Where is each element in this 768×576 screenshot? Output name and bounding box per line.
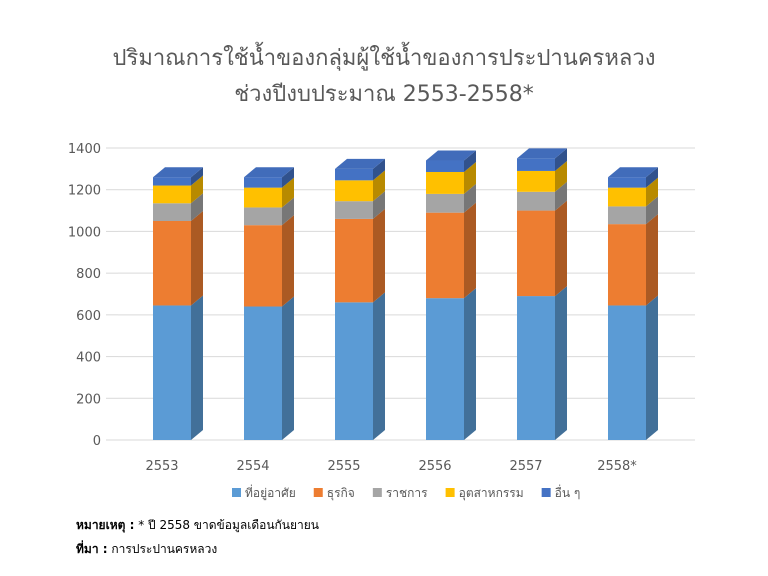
- bar-segment: [335, 180, 373, 202]
- y-tick-label: 1000: [68, 225, 101, 240]
- bar-segment: [335, 302, 373, 440]
- bar-segment: [244, 187, 282, 208]
- x-tick-label: 2558*: [597, 459, 637, 474]
- bar-segment: [608, 187, 646, 207]
- bar-segment-side: [464, 150, 476, 172]
- y-tick-label: 600: [76, 309, 101, 324]
- x-tick-label: 2553: [145, 459, 178, 474]
- legend-swatch: [445, 488, 455, 497]
- bar-segment-side: [555, 286, 567, 440]
- bar-segment: [153, 177, 191, 186]
- bar-segment-side: [646, 167, 658, 188]
- bar-segment-side: [464, 161, 476, 194]
- bar-segment-side: [646, 295, 658, 440]
- y-tick-label: 800: [76, 267, 101, 282]
- y-tick-label: 1400: [68, 142, 101, 157]
- bar-segment-side: [646, 214, 658, 306]
- legend-swatch: [313, 488, 323, 497]
- bar-segment: [153, 203, 191, 221]
- bar-top: [426, 150, 476, 161]
- source-note: ที่มา : การประปานครหลวง: [76, 540, 217, 559]
- bar-segment-side: [646, 196, 658, 225]
- y-tick-label: 1200: [68, 184, 101, 199]
- legend-swatch: [372, 488, 382, 497]
- legend-swatch: [232, 488, 241, 497]
- bar-top: [335, 158, 385, 169]
- bar-segment: [335, 201, 373, 219]
- legend-label: ราชการ: [386, 486, 428, 500]
- bar-segment-side: [282, 215, 294, 307]
- footnote-text: * ปี 2558 ขาดข้อมูลเดือนกันยายน: [138, 518, 319, 532]
- bar-segment: [335, 168, 373, 181]
- bar-segment: [608, 224, 646, 306]
- legend-label: ที่อยู่อาศัย: [245, 484, 296, 501]
- x-tick-label: 2554: [236, 459, 269, 474]
- bar-segment-side: [191, 211, 203, 306]
- bar-segment-side: [373, 191, 385, 219]
- bar-segment: [244, 177, 282, 188]
- bar-segment-side: [373, 292, 385, 440]
- y-tick-label: 400: [76, 351, 101, 366]
- bar-segment: [426, 171, 464, 194]
- bar-segment: [426, 160, 464, 172]
- bar-segment-side: [555, 181, 567, 211]
- bar-segment: [426, 298, 464, 440]
- source-label: ที่มา :: [76, 542, 108, 556]
- bar-segment: [517, 191, 555, 211]
- bar-segment-side: [464, 202, 476, 299]
- bar-segment: [335, 218, 373, 303]
- bar-top: [153, 167, 203, 178]
- bar-segment: [608, 177, 646, 188]
- bar-segment-side: [373, 158, 385, 181]
- bar-segment-side: [191, 167, 203, 186]
- bar-segment-side: [373, 208, 385, 303]
- x-tick-label: 2557: [509, 459, 542, 474]
- bar-segment: [244, 225, 282, 307]
- bar-segment: [153, 185, 191, 204]
- bar-segment: [244, 306, 282, 440]
- bar-top: [244, 167, 294, 178]
- bar-segment-side: [282, 197, 294, 226]
- bar-segment-side: [464, 183, 476, 213]
- bar-segment: [244, 207, 282, 226]
- bar-segment: [426, 193, 464, 213]
- bar-segment-side: [191, 175, 203, 204]
- bar-segment-side: [282, 296, 294, 440]
- bar-segment-side: [555, 160, 567, 192]
- bar-segment: [153, 305, 191, 440]
- chart-title-line-2: ช่วงปีงบประมาณ 2553-2558*: [234, 82, 534, 107]
- footnote: หมายเหตุ : * ปี 2558 ขาดข้อมูลเดือนกันยา…: [76, 516, 319, 535]
- bar-segment-side: [282, 167, 294, 188]
- bar-segment: [517, 158, 555, 171]
- bar-segment: [517, 170, 555, 192]
- bar-segment: [608, 305, 646, 440]
- bar-segment-side: [464, 288, 476, 440]
- bar-segment-side: [373, 170, 385, 202]
- x-tick-label: 2555: [327, 459, 360, 474]
- bar-segment: [517, 296, 555, 440]
- source-text: การประปานครหลวง: [111, 542, 218, 556]
- bar-segment: [426, 212, 464, 299]
- bar-segment-side: [646, 177, 658, 207]
- bar-segment: [608, 206, 646, 225]
- legend-swatch: [541, 488, 551, 497]
- bar-segment: [517, 210, 555, 297]
- footnote-label: หมายเหตุ :: [76, 518, 135, 532]
- bar-segment-side: [555, 148, 567, 171]
- chart-title-line-1: ปริมาณการใช้น้ำของกลุ่มผู้ใช้น้ำของการปร…: [112, 46, 656, 71]
- bar-segment-side: [282, 177, 294, 208]
- bar-segment-side: [191, 295, 203, 440]
- y-tick-label: 0: [93, 434, 101, 449]
- bar-top: [517, 148, 567, 159]
- x-tick-label: 2556: [418, 459, 451, 474]
- legend-label: อื่น ๆ: [555, 484, 581, 500]
- bar-top: [608, 167, 658, 178]
- bar-segment-side: [191, 193, 203, 221]
- y-tick-label: 200: [76, 392, 101, 407]
- bar-segment: [153, 221, 191, 306]
- legend-label: ธุรกิจ: [327, 486, 355, 501]
- bar-segment-side: [555, 200, 567, 297]
- legend-label: อุตสาหกรรม: [459, 486, 524, 501]
